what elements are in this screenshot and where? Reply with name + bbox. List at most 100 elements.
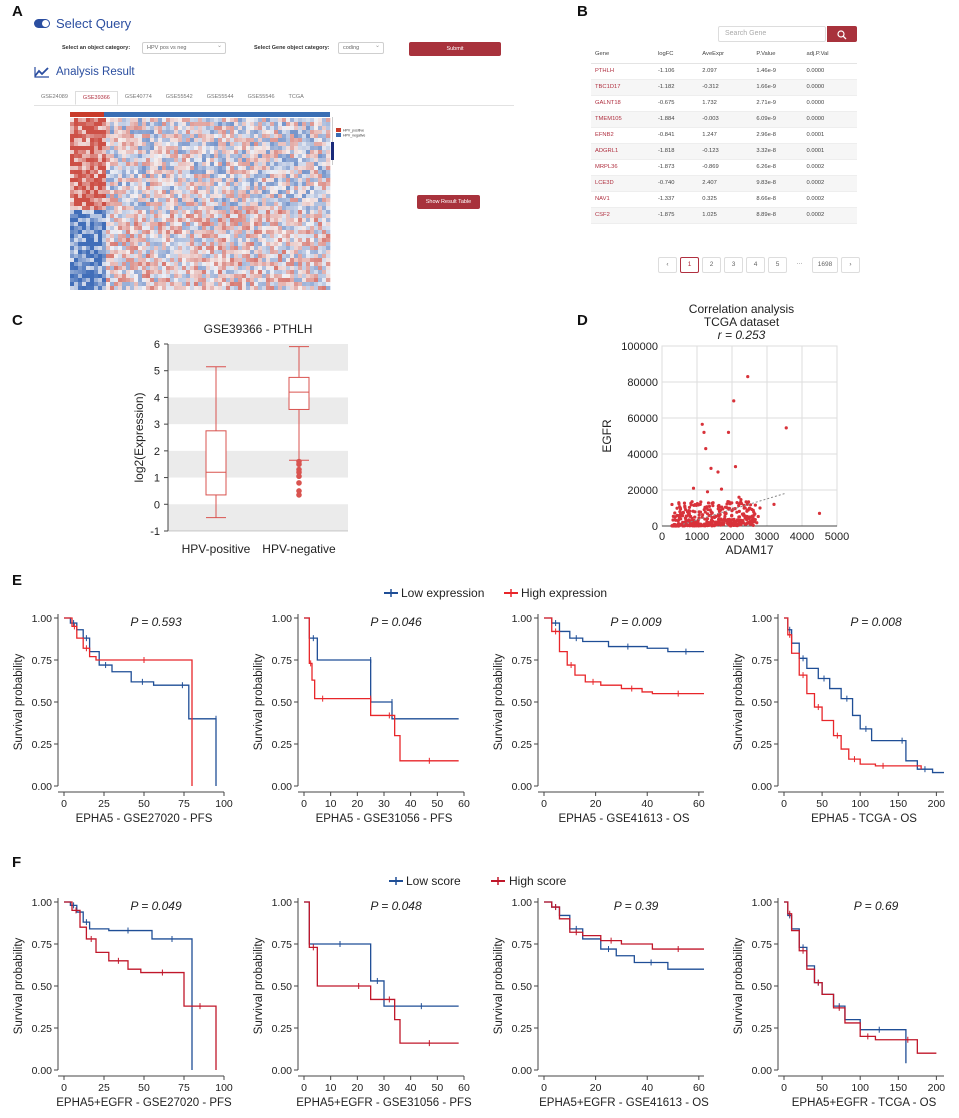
tab-gse24089[interactable]: GSE24089 xyxy=(41,94,68,100)
gene-link[interactable]: LCE3D xyxy=(591,175,654,192)
heatmap-cell xyxy=(130,230,135,235)
gene-link[interactable]: EFNB2 xyxy=(591,127,654,144)
heatmap-cell xyxy=(90,182,95,187)
heatmap-cell xyxy=(242,182,247,187)
x-tick-label: 40 xyxy=(405,1082,417,1094)
heatmap-cell xyxy=(290,118,295,123)
heatmap-cell xyxy=(278,146,283,151)
heatmap-cell xyxy=(166,178,171,183)
heatmap-cell xyxy=(206,170,211,175)
gene-link[interactable]: TBC1D17 xyxy=(591,79,654,96)
search-gene-input[interactable]: Search Gene xyxy=(718,26,826,42)
heatmap-cell xyxy=(142,122,147,127)
table-row[interactable]: LCE3D -0.740 2.407 9.83e-8 0.0002 xyxy=(591,175,857,192)
col-gene[interactable]: Gene xyxy=(591,46,654,64)
table-row[interactable]: ADGRL1 -1.818 -0.123 3.32e-8 0.0001 xyxy=(591,143,857,160)
gene-link[interactable]: PTHLH xyxy=(591,63,654,80)
heatmap-cell xyxy=(114,278,119,283)
tab-gse55544[interactable]: GSE55544 xyxy=(206,94,234,100)
heatmap-cell xyxy=(190,282,195,287)
heatmap-cell xyxy=(194,222,199,227)
y-axis-label: Survival probability xyxy=(733,937,745,1034)
gene-category-select[interactable]: coding xyxy=(338,42,384,54)
heatmap-cell xyxy=(202,134,207,139)
gene-link[interactable]: NAV1 xyxy=(591,191,654,208)
heatmap-cell xyxy=(226,182,231,187)
table-row[interactable]: GALNT18 -0.675 1.732 2.71e-9 0.0000 xyxy=(591,95,857,112)
col-aveexpr[interactable]: AveExpr xyxy=(698,46,753,64)
page-button[interactable]: ‹ xyxy=(658,257,677,273)
tab-gse39366[interactable]: GSE39366 xyxy=(74,91,118,105)
heatmap-cell xyxy=(298,118,303,123)
heatmap-cell xyxy=(230,226,235,231)
gene-link[interactable]: ADGRL1 xyxy=(591,143,654,160)
page-button[interactable]: 2 xyxy=(702,257,721,273)
heatmap-cell xyxy=(306,286,311,290)
table-row[interactable]: TBC1D17 -1.182 -0.312 1.66e-9 0.0000 xyxy=(591,79,857,96)
tab-gse40774[interactable]: GSE40774 xyxy=(124,94,152,100)
tab-gse55546[interactable]: GSE55546 xyxy=(247,94,275,100)
analysis-result-title: Analysis Result xyxy=(56,66,135,78)
heatmap-cell xyxy=(218,274,223,279)
heatmap-cell xyxy=(250,126,255,131)
scatter-point xyxy=(756,514,760,519)
heatmap-cell xyxy=(174,118,179,123)
page-button[interactable]: › xyxy=(841,257,860,273)
heatmap-cell xyxy=(230,202,235,207)
select-query-title: Select Query xyxy=(56,16,132,31)
heatmap-cell xyxy=(150,214,155,219)
page-button[interactable]: 1698 xyxy=(812,257,838,273)
page-button[interactable]: 3 xyxy=(724,257,743,273)
table-row[interactable]: NAV1 -1.337 0.325 8.66e-8 0.0002 xyxy=(591,191,857,208)
heatmap-cell xyxy=(134,230,139,235)
gene-link[interactable]: CSF2 xyxy=(591,207,654,224)
search-button[interactable] xyxy=(827,26,857,42)
table-row[interactable]: MRPL36 -1.873 -0.869 6.26e-8 0.0002 xyxy=(591,159,857,176)
heatmap-cell xyxy=(214,278,219,283)
page-button[interactable]: 1 xyxy=(680,257,699,273)
heatmap-cell xyxy=(150,134,155,139)
heatmap-cell xyxy=(302,218,307,223)
chart-title2: TCGA dataset xyxy=(704,315,780,329)
col-adjpval[interactable]: adj.P.Val xyxy=(802,46,857,64)
table-row[interactable]: TMEM105 -1.884 -0.003 6.09e-9 0.0000 xyxy=(591,111,857,128)
show-result-table-button[interactable]: Show Result Table xyxy=(417,195,480,209)
heatmap-cell xyxy=(186,270,191,275)
toggle-icon[interactable] xyxy=(34,19,50,28)
heatmap-cell xyxy=(118,282,123,287)
heatmap-cell xyxy=(290,142,295,147)
heatmap-cell xyxy=(246,270,251,275)
col-logfc[interactable]: logFC xyxy=(654,46,699,64)
heatmap-cell xyxy=(162,186,167,191)
heatmap-cell xyxy=(242,274,247,279)
heatmap-cell xyxy=(218,190,223,195)
table-row[interactable]: CSF2 -1.875 1.025 8.89e-8 0.0002 xyxy=(591,207,857,224)
col-pvalue[interactable]: P.Value xyxy=(752,46,803,64)
heatmap-cell xyxy=(326,210,331,215)
tab-tcga[interactable]: TCGA xyxy=(288,94,304,100)
submit-button[interactable]: Submit xyxy=(409,42,501,56)
heatmap-cell xyxy=(250,258,255,263)
gene-link[interactable]: TMEM105 xyxy=(591,111,654,128)
gene-link[interactable]: MRPL36 xyxy=(591,159,654,176)
tab-gse55542[interactable]: GSE55542 xyxy=(165,94,193,100)
heatmap-cell xyxy=(190,118,195,123)
object-category-select[interactable]: HPV pos vs neg xyxy=(142,42,226,54)
heatmap-cell xyxy=(258,206,263,211)
heatmap-cell xyxy=(210,246,215,251)
select-query-header[interactable]: Select Query xyxy=(34,16,131,31)
km-plot-f4: P = 0.690.000.250.500.751.000 50 100 150 200… xyxy=(733,897,945,1109)
heatmap-cell xyxy=(130,218,135,223)
page-button[interactable]: 5 xyxy=(768,257,787,273)
heatmap-cell xyxy=(202,250,207,255)
page-button[interactable]: 4 xyxy=(746,257,765,273)
p-value-label: P = 0.049 xyxy=(130,899,182,913)
table-row[interactable]: PTHLH -1.106 2.097 1.46e-9 0.0000 xyxy=(591,63,857,80)
heatmap-cell xyxy=(174,194,179,199)
heatmap-cell xyxy=(202,178,207,183)
gene-link[interactable]: GALNT18 xyxy=(591,95,654,112)
heatmap-cell xyxy=(206,262,211,267)
heatmap-cell xyxy=(226,278,231,283)
table-row[interactable]: EFNB2 -0.841 1.247 2.96e-8 0.0001 xyxy=(591,127,857,144)
